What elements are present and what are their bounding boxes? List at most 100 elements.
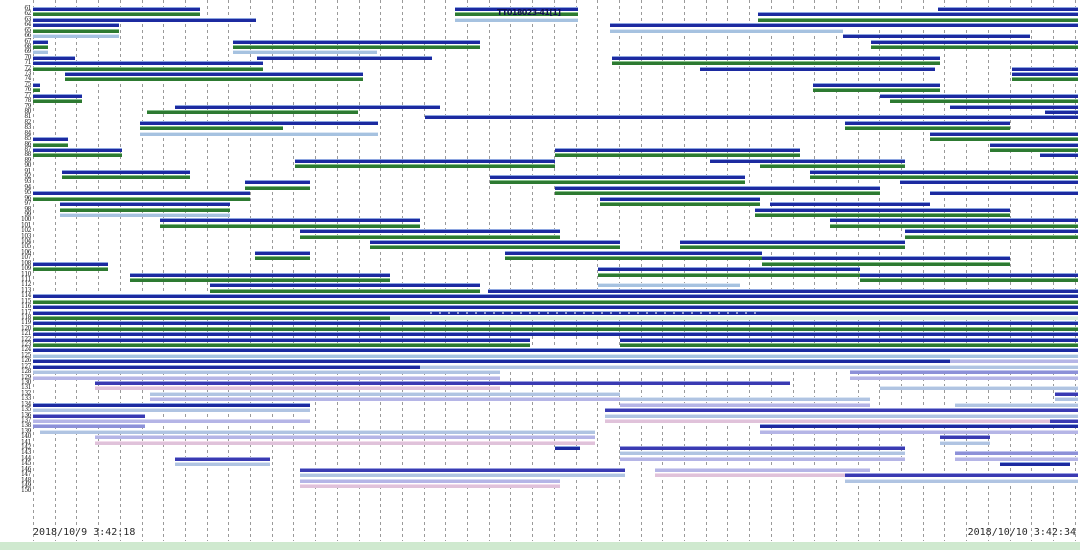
gantt-bar: [880, 386, 1078, 391]
row-label: 72: [24, 64, 31, 72]
gantt-bar: [95, 435, 595, 440]
row-label: 132: [21, 389, 31, 397]
gantt-bar: [425, 115, 1078, 120]
row-label: 106: [21, 248, 31, 256]
row-label: 105: [21, 243, 31, 251]
row-label: 89: [24, 156, 31, 164]
row-label: 134: [21, 400, 31, 408]
gantt-bar: [300, 478, 560, 483]
gantt-bar: [33, 315, 390, 320]
gridline: [597, 0, 599, 541]
gantt-bar: [905, 229, 1078, 234]
gantt-bar: [905, 234, 1078, 239]
gantt-bar: [140, 131, 378, 136]
gantt-bar: [1050, 418, 1078, 423]
gantt-bar: [700, 66, 935, 71]
row-label: 75: [24, 80, 31, 88]
gantt-bar: [505, 250, 762, 255]
gantt-bar: [95, 380, 790, 385]
gantt-bar: [760, 164, 905, 169]
gridline: [575, 0, 577, 541]
gantt-bar: [62, 169, 190, 174]
row-label: 149: [21, 481, 31, 489]
gantt-bar: [257, 55, 432, 60]
gantt-bar: [33, 305, 1078, 310]
task-id-annotation: TT018023-41[1]: [497, 8, 561, 17]
gantt-bar: [33, 370, 500, 375]
timeline-end-timestamp: 2018/10/10 3:42:34: [967, 527, 1076, 538]
row-label: 140: [21, 433, 31, 441]
row-label: 87: [24, 145, 31, 153]
row-label: 101: [21, 221, 31, 229]
gantt-bar: [33, 153, 122, 158]
gantt-bar: [33, 267, 108, 272]
gantt-bar: [33, 88, 40, 93]
row-label: 104: [21, 238, 31, 246]
row-label: 143: [21, 449, 31, 457]
gantt-bar: [555, 185, 880, 190]
gantt-bar: [370, 240, 620, 245]
row-label: 122: [21, 335, 31, 343]
row-label: 133: [21, 395, 31, 403]
gantt-bar: [233, 50, 377, 55]
row-label: 74: [24, 75, 31, 83]
gantt-bar: [758, 12, 1078, 17]
gantt-bar: [955, 456, 1078, 461]
gridline: [944, 0, 946, 541]
gantt-bar: [612, 55, 940, 60]
row-label: 83: [24, 124, 31, 132]
gantt-bar: [455, 7, 578, 11]
gridline: [922, 0, 924, 541]
gantt-bar: [605, 418, 1078, 423]
row-label: 108: [21, 259, 31, 267]
row-label: 63: [24, 15, 31, 23]
row-label: 102: [21, 227, 31, 235]
gantt-bar: [1000, 462, 1070, 467]
row-label: 62: [24, 10, 31, 18]
row-label: 113: [21, 286, 31, 294]
row-label: 103: [21, 232, 31, 240]
gantt-bar: [770, 202, 930, 207]
gantt-bar: [830, 223, 1078, 228]
gantt-bar: [845, 478, 1078, 483]
gantt-bar: [300, 473, 625, 478]
row-label: 121: [21, 330, 31, 338]
gantt-bar: [990, 142, 1078, 147]
gantt-bar: [33, 359, 950, 364]
gantt-bar: [175, 462, 270, 467]
row-label: 79: [24, 102, 31, 110]
gantt-bar: [830, 218, 1078, 223]
row-label: 81: [24, 113, 31, 121]
gantt-bar: [130, 272, 390, 277]
gridline: [250, 0, 251, 541]
gantt-bar: [755, 207, 1010, 212]
gantt-bar: [33, 191, 250, 196]
row-label: 144: [21, 454, 31, 462]
row-label: 84: [24, 129, 31, 137]
gantt-bar: [813, 88, 940, 93]
gantt-bar: [33, 408, 310, 413]
gantt-bar: [150, 397, 620, 402]
row-label: 96: [24, 194, 31, 202]
gantt-bar: [860, 272, 1078, 277]
gantt-bar: [295, 164, 555, 169]
row-label: 100: [21, 216, 31, 224]
gantt-bar: [33, 321, 1078, 326]
row-label: 78: [24, 97, 31, 105]
row-label: 69: [24, 48, 31, 56]
row-label: 110: [21, 270, 31, 278]
gridline: [423, 0, 425, 541]
gantt-bar: [255, 256, 310, 261]
gridline: [119, 0, 121, 541]
row-label: 65: [24, 26, 31, 34]
gantt-bar: [33, 99, 82, 104]
gridline: [141, 0, 143, 541]
row-label: 68: [24, 42, 31, 50]
gantt-bar: [505, 256, 762, 261]
gantt-bar: [33, 39, 48, 44]
gantt-bar: [555, 446, 580, 451]
row-label: 97: [24, 200, 31, 208]
gridline: [1009, 0, 1011, 541]
row-label: 130: [21, 378, 31, 386]
gridline: [879, 0, 881, 541]
